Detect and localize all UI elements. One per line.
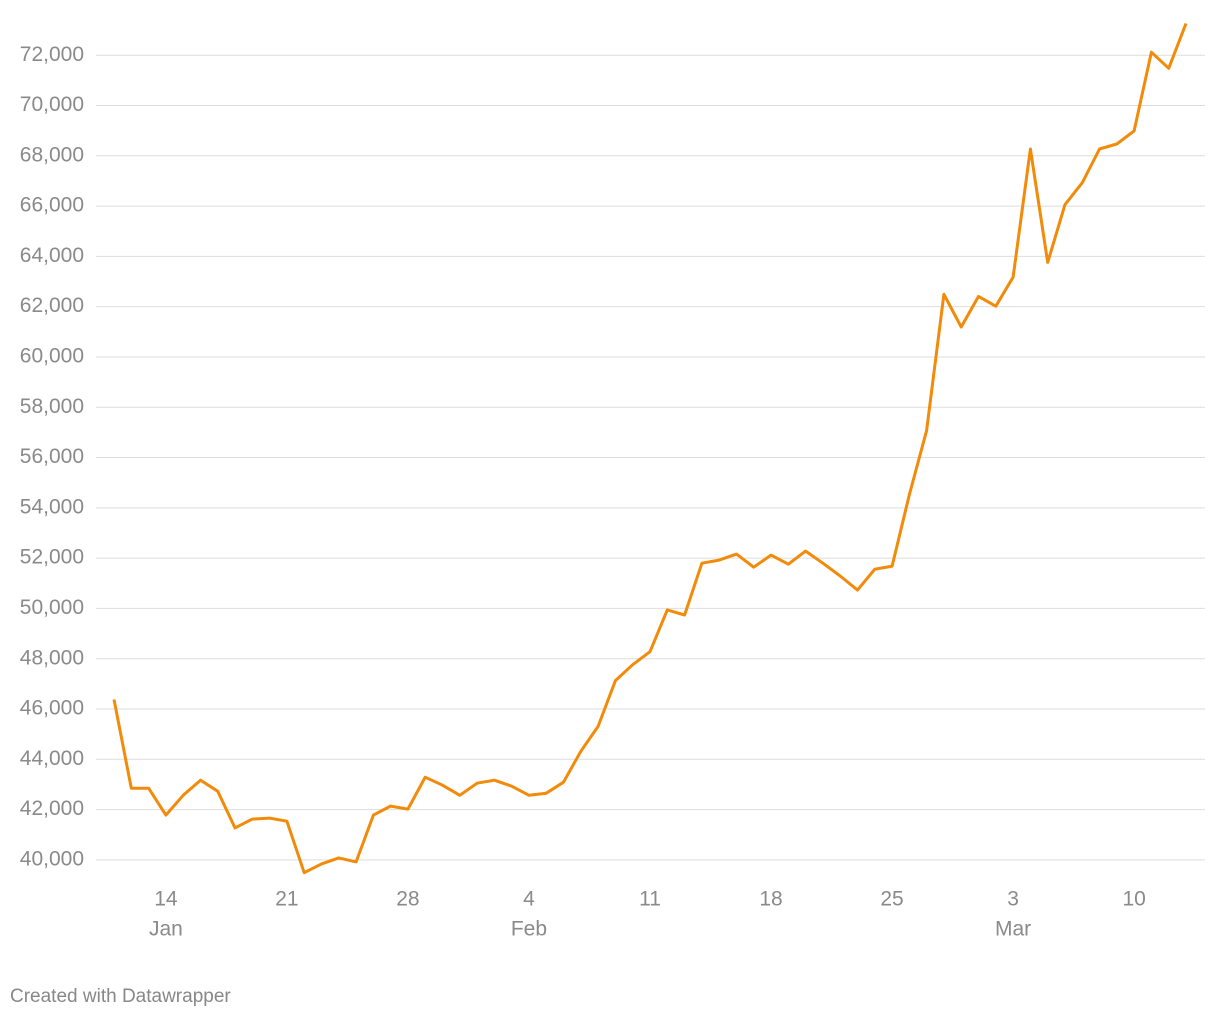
month-label: Feb <box>511 918 547 941</box>
y-tick-label: 54,000 <box>20 495 84 518</box>
y-tick-label: 60,000 <box>20 345 84 368</box>
y-tick-label: 50,000 <box>20 596 84 619</box>
x-tick-label: 28 <box>396 888 419 911</box>
month-label: Mar <box>995 918 1031 941</box>
x-tick-label: 10 <box>1122 888 1145 911</box>
x-tick-label: 21 <box>275 888 298 911</box>
y-tick-label: 62,000 <box>20 294 84 317</box>
y-tick-label: 44,000 <box>20 747 84 770</box>
month-label: Jan <box>149 918 183 941</box>
x-tick-label: 25 <box>880 888 903 911</box>
y-tick-label: 70,000 <box>20 93 84 116</box>
y-tick-label: 58,000 <box>20 395 84 418</box>
x-tick-label: 3 <box>1007 888 1019 911</box>
y-tick-label: 42,000 <box>20 797 84 820</box>
credit: Created with Datawrapper <box>10 986 231 1007</box>
x-tick-label: 4 <box>523 888 535 911</box>
line <box>112 22 1188 875</box>
y-tick-label: 66,000 <box>20 194 84 217</box>
y-tick-label: 48,000 <box>20 646 84 669</box>
y-tick-label: 56,000 <box>20 445 84 468</box>
y-tick-label: 68,000 <box>20 143 84 166</box>
x-tick-label: 14 <box>154 888 178 911</box>
y-tick-label: 72,000 <box>20 43 84 66</box>
y-tick-label: 46,000 <box>20 697 84 720</box>
y-tick-label: 64,000 <box>20 244 84 267</box>
y-tick-label: 40,000 <box>20 847 84 870</box>
y-tick-label: 52,000 <box>20 546 84 569</box>
x-tick-label: 18 <box>759 888 782 911</box>
x-tick-label: 11 <box>639 888 661 911</box>
